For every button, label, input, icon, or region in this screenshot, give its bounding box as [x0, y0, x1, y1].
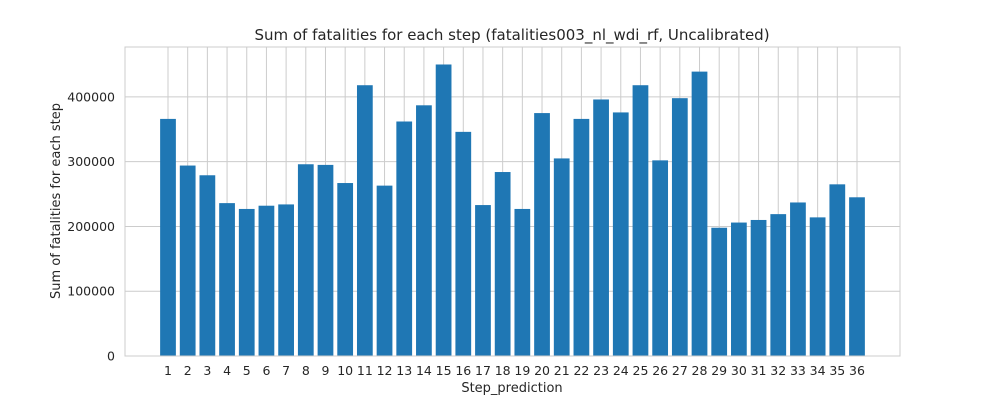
x-tick-label: 9: [322, 363, 330, 378]
bar-step-29: [711, 227, 728, 356]
x-tick-label: 24: [613, 363, 629, 378]
y-tick-label: 400000: [67, 89, 115, 104]
x-tick-label: 33: [790, 363, 806, 378]
bar-step-28: [691, 71, 708, 356]
x-tick-label: 10: [337, 363, 353, 378]
x-tick-label: 8: [302, 363, 310, 378]
bar-step-13: [396, 121, 413, 356]
x-tick-label: 29: [711, 363, 727, 378]
bar-step-19: [514, 208, 531, 356]
y-axis-label: Sum of fatalities for each step: [49, 103, 64, 299]
bar-step-17: [475, 205, 491, 356]
x-tick-label: 6: [262, 363, 270, 378]
bar-step-7: [278, 204, 294, 356]
bar-step-3: [199, 175, 216, 356]
y-tick-label: 300000: [67, 154, 115, 169]
bar-step-26: [652, 160, 669, 356]
x-tick-label: 23: [593, 363, 609, 378]
x-tick-label: 5: [243, 363, 251, 378]
x-tick-label: 17: [475, 363, 491, 378]
x-tick-label: 25: [633, 363, 649, 378]
x-tick-label: 2: [184, 363, 192, 378]
y-tick-label: 200000: [67, 219, 115, 234]
x-tick-label: 16: [455, 363, 471, 378]
x-tick-label: 4: [223, 363, 231, 378]
bar-step-34: [809, 217, 826, 356]
bar-step-11: [356, 85, 373, 356]
x-tick-label: 28: [692, 363, 708, 378]
chart-title: Sum of fatalities for each step (fatalit…: [254, 26, 769, 45]
bar-step-2: [179, 165, 196, 356]
plot-frame: [124, 46, 901, 357]
x-tick-label: 20: [534, 363, 550, 378]
x-tick-label: 14: [416, 363, 432, 378]
bar-step-30: [731, 222, 747, 356]
x-tick-label: 12: [377, 363, 393, 378]
x-tick-label: 34: [810, 363, 826, 378]
x-tick-label: 27: [672, 363, 688, 378]
bar-step-24: [612, 112, 629, 356]
x-tick-label: 11: [357, 363, 373, 378]
bar-step-10: [337, 183, 354, 356]
x-tick-label: 31: [751, 363, 767, 378]
x-tick-label: 1: [164, 363, 172, 378]
bar-step-20: [534, 113, 550, 356]
x-tick-label: 36: [849, 363, 865, 378]
bar-step-6: [258, 205, 275, 356]
y-tick-label: 0: [107, 349, 115, 364]
bar-step-1: [160, 118, 176, 356]
x-tick-label: 22: [573, 363, 589, 378]
bar-step-23: [593, 99, 609, 357]
bar-step-9: [317, 164, 334, 356]
bar-step-32: [770, 214, 787, 356]
bar-step-27: [671, 98, 688, 357]
bar-step-36: [849, 197, 865, 356]
x-tick-label: 15: [436, 363, 452, 378]
x-tick-label: 19: [514, 363, 530, 378]
bar-step-33: [790, 202, 806, 356]
x-tick-label: 13: [396, 363, 412, 378]
bar-step-15: [435, 64, 452, 356]
y-tick-label: 100000: [67, 284, 115, 299]
bar-step-35: [829, 184, 846, 356]
x-axis-label: Step_prediction: [461, 381, 562, 396]
bar-step-18: [494, 172, 511, 356]
bar-step-25: [632, 85, 649, 356]
bar-step-4: [219, 203, 235, 356]
bar-step-21: [553, 158, 570, 356]
x-tick-label: 32: [770, 363, 786, 378]
x-tick-label: 30: [731, 363, 747, 378]
bar-step-12: [376, 185, 393, 356]
x-tick-label: 7: [282, 363, 290, 378]
x-tick-label: 3: [203, 363, 211, 378]
bar-step-16: [455, 131, 472, 356]
x-tick-label: 35: [829, 363, 845, 378]
bar-step-5: [238, 208, 255, 356]
x-axis-ticks: 1 2 3 4 5 6 7 8 9 10 11 12 13 14 15 16 17 18 19 20 21 22 23 24 2…: [164, 363, 865, 378]
bar-step-14: [416, 105, 432, 357]
bar-step-22: [573, 118, 590, 356]
bar-step-31: [750, 219, 767, 356]
x-tick-label: 21: [554, 363, 570, 378]
x-tick-label: 18: [495, 363, 511, 378]
y-axis-ticks: 0 100000 200000 300000 400000: [67, 89, 115, 363]
bars: [160, 64, 865, 357]
x-tick-label: 26: [652, 363, 668, 378]
bar-step-8: [297, 164, 314, 356]
